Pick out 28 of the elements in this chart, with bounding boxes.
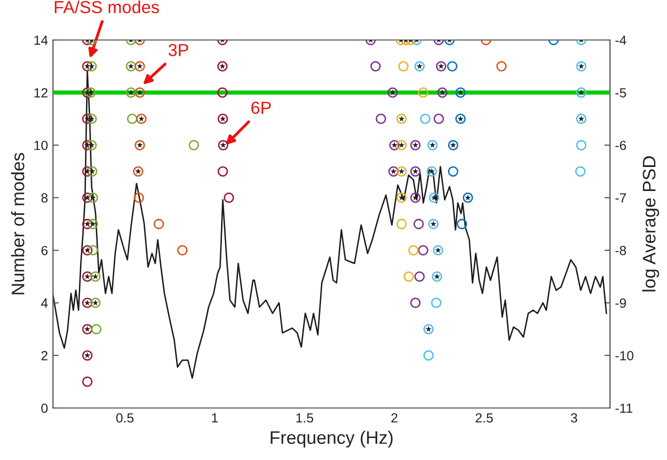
y-tick-label: 8 — [41, 193, 48, 203]
x-tick-label: 2.5 — [476, 413, 493, 423]
y-tick-label: 14 — [34, 36, 48, 45]
x-axis-title: Frequency (Hz) — [270, 430, 393, 448]
y2-tick-label: -7 — [615, 193, 626, 202]
x-tick-label: 2 — [391, 413, 398, 422]
y2-tick-label: -9 — [615, 298, 626, 308]
y2-tick-label: -8 — [615, 246, 626, 256]
y2-tick-label: -11 — [615, 404, 632, 413]
x-tick-label: 0.5 — [116, 413, 134, 423]
annotation: FA/SS modes — [54, 0, 159, 14]
y-tick-label: 0 — [41, 404, 48, 413]
y2-tick-label: -5 — [615, 88, 626, 98]
x-tick-label: 1.5 — [296, 413, 314, 423]
x-tick-label: 3 — [570, 413, 578, 423]
y2-tick-label: -4 — [615, 36, 626, 45]
y2-axis-title: log Average PSD — [642, 156, 660, 292]
annotation: 6P — [251, 102, 271, 114]
y-tick-label: 6 — [41, 246, 48, 256]
y-axis-title: Number of modes — [11, 152, 24, 294]
y-tick-label: 4 — [41, 298, 48, 308]
y-tick-label: 2 — [41, 350, 48, 360]
y-tick-label: 10 — [34, 140, 48, 150]
y2-tick-label: -10 — [615, 350, 634, 360]
y-tick-label: 12 — [34, 88, 48, 98]
annotation: 3P — [168, 44, 188, 56]
y2-tick-label: -6 — [615, 140, 626, 150]
x-tick-label: 1 — [212, 413, 218, 422]
